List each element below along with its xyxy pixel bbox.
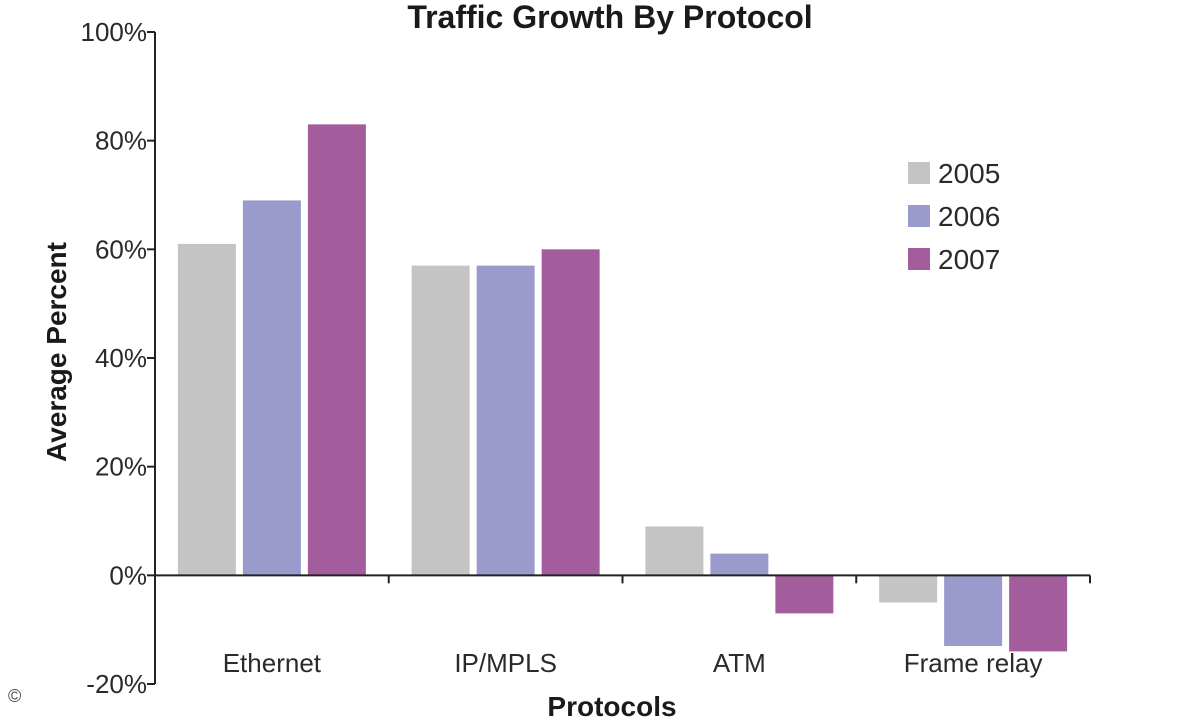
y-tick-label: 0%	[109, 560, 147, 590]
bars	[177, 124, 1068, 652]
bar-2005-ip-mpls	[411, 265, 470, 576]
bar-2006-frame-relay	[944, 575, 1003, 646]
y-tick-label: 20%	[95, 452, 147, 482]
bar-2007-atm	[775, 575, 834, 614]
category-labels: Ethernet IP/MPLS ATM Frame relay	[223, 648, 1043, 678]
bar-2007-ethernet	[307, 124, 366, 576]
bar-2005-frame-relay	[879, 575, 938, 603]
bar-2005-ethernet	[177, 243, 236, 576]
legend-swatch	[908, 205, 930, 227]
bar-2006-ip-mpls	[476, 265, 535, 576]
bar-2005-atm	[645, 526, 704, 576]
legend-label: 2005	[938, 158, 1000, 189]
bar-2006-atm	[710, 553, 769, 576]
y-axis-ticks: -20% 0% 20% 40% 60% 80% 100%	[81, 17, 155, 699]
x-axis-label: Protocols	[547, 691, 676, 720]
axes	[154, 32, 1091, 684]
y-tick-label: 40%	[95, 343, 147, 373]
legend-label: 2007	[938, 244, 1000, 275]
chart-title: Traffic Growth By Protocol	[407, 0, 812, 35]
category-label: ATM	[713, 648, 766, 678]
bar-2006-ethernet	[242, 200, 301, 576]
y-tick-label: 100%	[81, 17, 148, 47]
bar-2007-ip-mpls	[541, 249, 600, 576]
copyright-icon: ©	[8, 686, 22, 706]
legend-swatch	[908, 162, 930, 184]
y-axis-label: Average Percent	[41, 242, 72, 462]
y-tick-label: 80%	[95, 126, 147, 156]
legend: 2005 2006 2007	[908, 158, 1000, 275]
legend-swatch	[908, 248, 930, 270]
category-label: Ethernet	[223, 648, 322, 678]
y-tick-label: -20%	[86, 669, 147, 699]
legend-label: 2006	[938, 201, 1000, 232]
y-tick-label: 60%	[95, 234, 147, 264]
category-label: IP/MPLS	[454, 648, 557, 678]
category-label: Frame relay	[904, 648, 1043, 678]
bar-2007-frame-relay	[1009, 575, 1068, 652]
